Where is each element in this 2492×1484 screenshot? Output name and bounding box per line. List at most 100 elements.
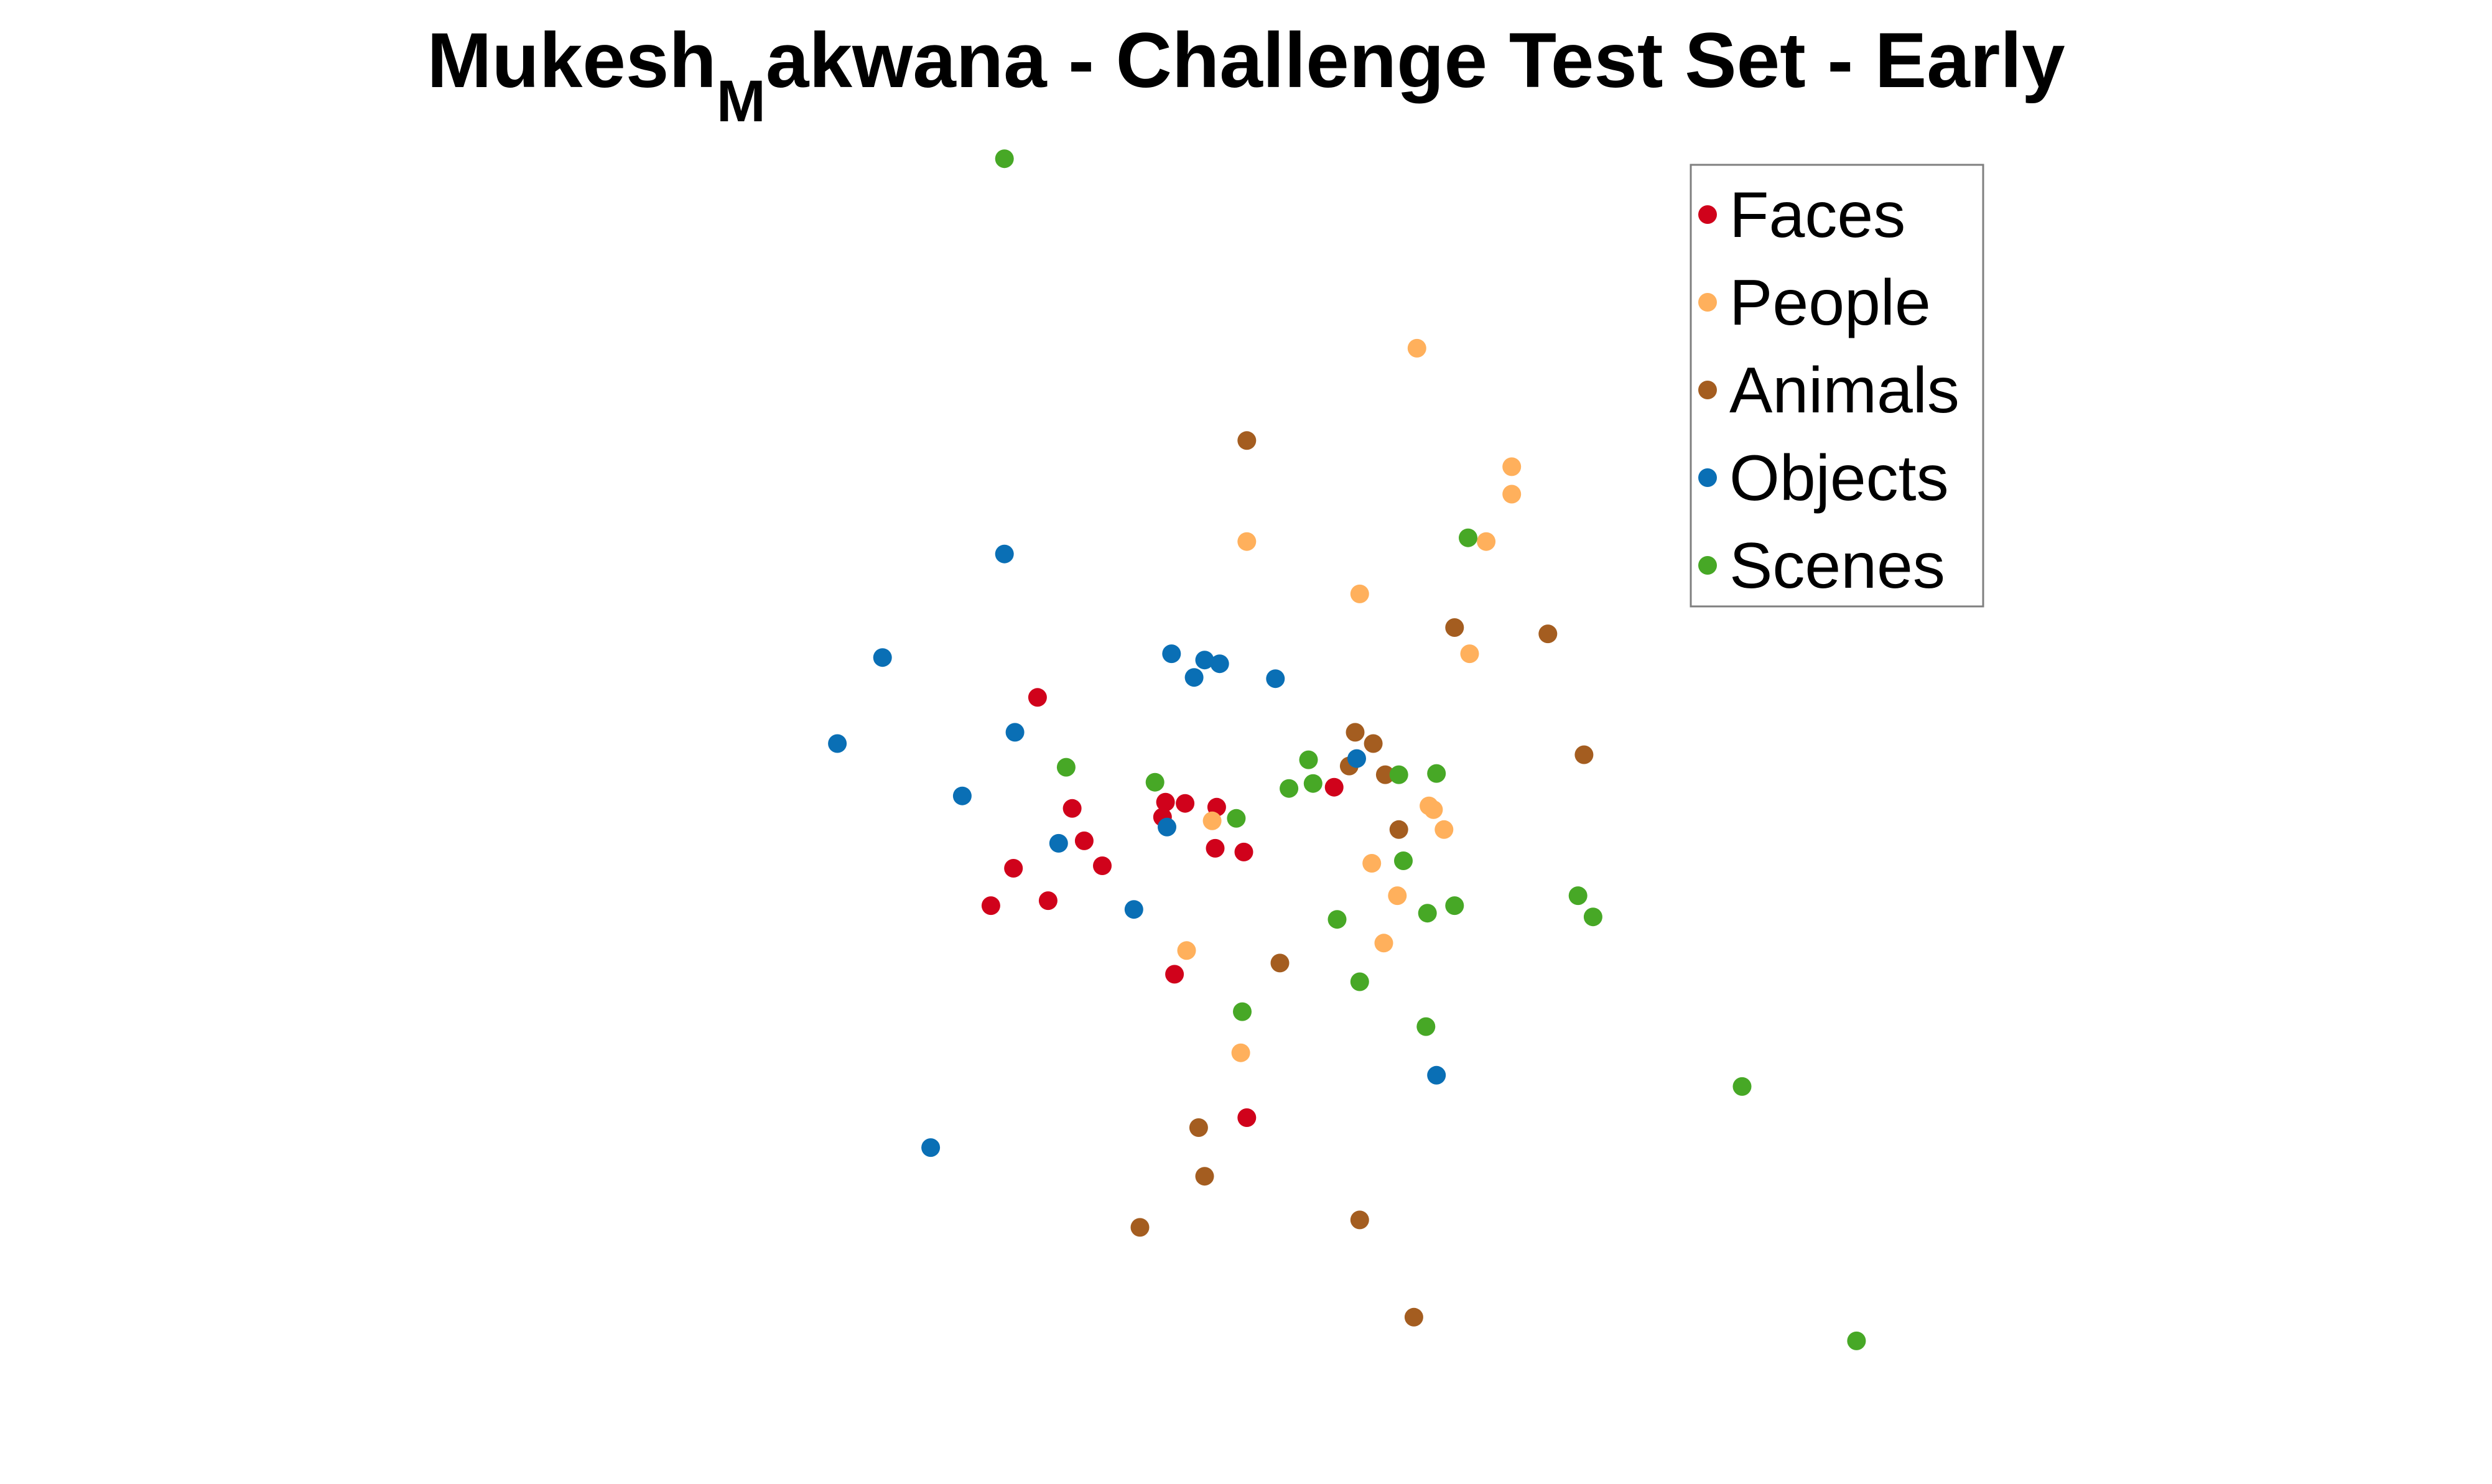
legend-label-scenes: Scenes <box>1729 530 1945 602</box>
point-people-5 <box>1460 644 1479 664</box>
point-scenes-18 <box>1568 886 1588 906</box>
point-people-14 <box>1374 934 1393 953</box>
point-animals-14 <box>1237 431 1257 450</box>
point-objects-15 <box>1195 651 1214 670</box>
chart-legend: Faces People Animals Objects Scenes <box>1690 164 1984 608</box>
point-objects-5 <box>1005 723 1025 742</box>
point-objects-13 <box>1347 749 1366 768</box>
chart-title: MukeshMakwana - Challenge Test Set - Ear… <box>427 17 2065 134</box>
point-people-7 <box>1502 457 1522 476</box>
point-faces-5 <box>1093 856 1112 875</box>
legend-marker-faces <box>1698 205 1717 224</box>
point-faces-3 <box>1038 891 1058 911</box>
legend-entry-faces: Faces <box>1698 179 1905 251</box>
point-animals-11 <box>1538 624 1558 644</box>
point-faces-4 <box>1004 859 1023 878</box>
point-people-11 <box>1362 854 1382 873</box>
point-faces-12 <box>1206 838 1225 858</box>
legend-marker-animals <box>1698 381 1717 399</box>
point-scenes-6 <box>1327 910 1347 929</box>
point-faces-14 <box>981 896 1000 916</box>
legend-label-people: People <box>1729 267 1931 339</box>
point-scenes-9 <box>1394 851 1413 870</box>
legend-entry-animals: Animals <box>1698 355 1960 427</box>
chart-title-part-1: Mukesh <box>427 17 716 104</box>
point-animals-10 <box>1364 734 1383 753</box>
point-people-2 <box>1434 820 1454 839</box>
point-scenes-1 <box>1847 1331 1866 1350</box>
point-scenes-8 <box>1445 896 1464 916</box>
series-objects <box>828 544 1446 1157</box>
point-animals-6 <box>1270 953 1290 973</box>
point-scenes-17 <box>1459 528 1477 547</box>
point-animals-3 <box>1189 1118 1208 1137</box>
point-people-9 <box>1502 485 1522 504</box>
series-faces <box>981 688 1344 1127</box>
point-scenes-3 <box>1416 1017 1436 1036</box>
chart-title-subscript: M <box>717 68 766 134</box>
legend-label-objects: Objects <box>1729 442 1949 514</box>
point-people-10 <box>1424 800 1443 819</box>
point-scenes-16 <box>1427 764 1446 783</box>
legend-frame <box>1690 164 1984 608</box>
point-faces-10 <box>1176 794 1195 813</box>
point-people-6 <box>1477 532 1496 551</box>
point-animals-12 <box>1574 745 1594 764</box>
point-people-12 <box>1237 532 1257 551</box>
point-objects-14 <box>1162 644 1181 664</box>
point-people-8 <box>1407 338 1426 358</box>
point-scenes-11 <box>1145 772 1165 792</box>
point-scenes-13 <box>1299 750 1318 769</box>
legend-marker-objects <box>1698 468 1717 487</box>
legend-entry-objects: Objects <box>1698 442 1949 514</box>
point-objects-8 <box>1124 900 1143 919</box>
point-animals-2 <box>1130 1218 1150 1237</box>
point-scenes-2 <box>1732 1077 1752 1096</box>
legend-entry-people: People <box>1698 267 1931 339</box>
point-objects-12 <box>1266 669 1285 689</box>
point-faces-9 <box>1156 792 1175 812</box>
point-faces-15 <box>1028 688 1047 707</box>
point-people-4 <box>1350 584 1369 603</box>
legend-entry-scenes: Scenes <box>1698 530 1945 602</box>
point-animals-9 <box>1389 820 1408 839</box>
point-scenes-14 <box>1056 758 1076 777</box>
point-faces-2 <box>1165 965 1184 984</box>
point-scenes-19 <box>1583 907 1602 927</box>
series-scenes <box>995 149 1866 1350</box>
point-faces-13 <box>1324 777 1344 797</box>
point-objects-2 <box>828 734 847 753</box>
point-objects-11 <box>1184 668 1204 687</box>
point-people-13 <box>1388 886 1407 906</box>
point-objects-10 <box>1210 654 1229 674</box>
point-scenes-15 <box>1303 774 1323 793</box>
series-animals <box>1130 431 1758 1327</box>
point-animals-15 <box>1445 618 1464 637</box>
point-faces-1 <box>1237 1108 1257 1127</box>
point-scenes-7 <box>1418 904 1437 923</box>
point-people-15 <box>1231 1043 1250 1062</box>
point-scenes-20 <box>995 149 1014 169</box>
series-people <box>1177 338 1522 1062</box>
point-objects-1 <box>921 1138 941 1157</box>
chart-title-part-2: akwana - Challenge Test Set - Early <box>766 17 2065 104</box>
point-objects-3 <box>873 648 892 667</box>
point-objects-7 <box>1049 833 1068 853</box>
legend-marker-people <box>1698 293 1717 312</box>
point-scenes-10 <box>1280 779 1299 798</box>
point-scenes-4 <box>1233 1002 1252 1021</box>
point-objects-16 <box>1427 1065 1446 1085</box>
point-faces-16 <box>1062 799 1082 818</box>
point-animals-4 <box>1404 1307 1423 1327</box>
point-animals-1 <box>1195 1167 1214 1186</box>
legend-label-animals: Animals <box>1729 355 1960 427</box>
point-scenes-21 <box>1227 809 1246 828</box>
point-scenes-12 <box>1389 765 1408 784</box>
point-faces-6 <box>1074 831 1094 850</box>
point-objects-9 <box>1158 817 1176 837</box>
point-scenes-5 <box>1350 972 1369 991</box>
point-objects-4 <box>952 786 972 805</box>
point-animals-7 <box>1375 765 1395 784</box>
point-objects-6 <box>995 544 1014 563</box>
